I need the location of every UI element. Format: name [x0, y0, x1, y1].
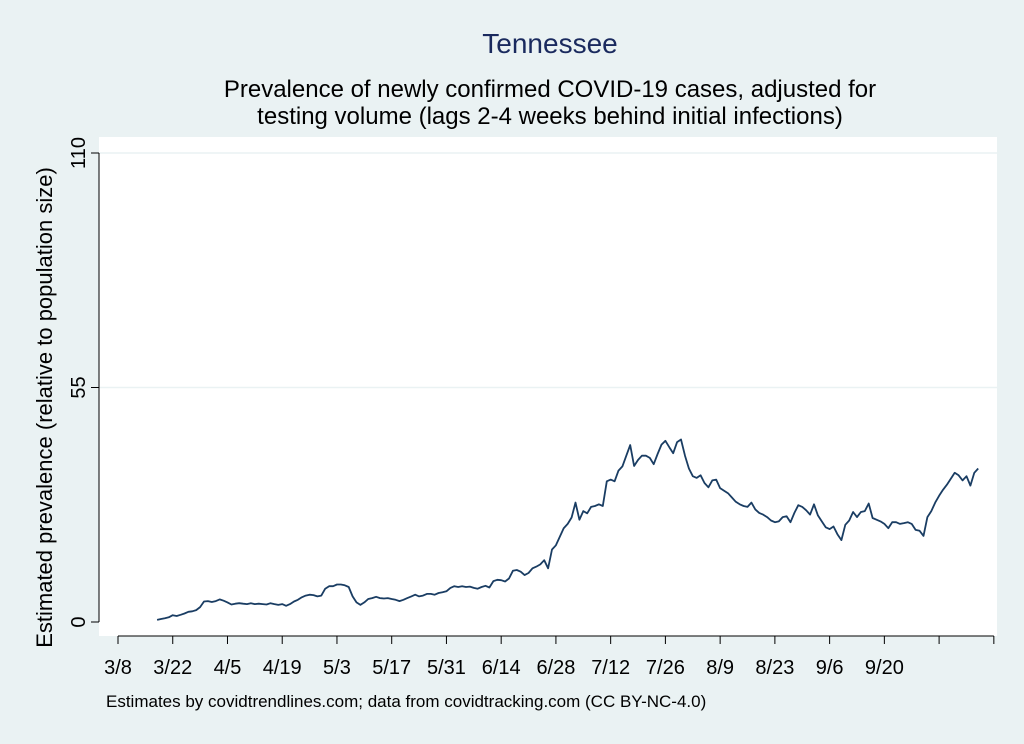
x-tick-label: 6/28 — [536, 657, 575, 679]
x-tick-label: 9/20 — [865, 657, 904, 679]
x-tick-label: 8/23 — [755, 657, 794, 679]
x-tick-label: 7/26 — [646, 657, 685, 679]
x-tick-label: 7/12 — [591, 657, 630, 679]
y-tick-label: 0 — [68, 616, 90, 627]
y-axis: 0 55 110 — [68, 137, 100, 628]
y-axis-label: Estimated prevalence (relative to popula… — [32, 167, 57, 648]
x-tick-label: 5/31 — [427, 657, 466, 679]
x-tick-label: 3/8 — [104, 657, 132, 679]
x-tick-label: 4/5 — [214, 657, 242, 679]
source-footnote: Estimates by covidtrendlines.com; data f… — [106, 692, 707, 711]
y-tick-label: 55 — [68, 376, 90, 398]
x-tick-label: 3/22 — [153, 657, 192, 679]
x-tick-label: 4/19 — [263, 657, 302, 679]
x-tick-label: 5/17 — [372, 657, 411, 679]
x-tick-label: 6/14 — [482, 657, 521, 679]
x-tick-label: 8/9 — [706, 657, 734, 679]
plot-area — [99, 137, 997, 636]
x-tick-label: 5/3 — [323, 657, 351, 679]
x-axis: 3/8 3/22 4/5 4/19 5/3 5/17 5/31 6/14 6/28 7/12 7/2… — [104, 635, 995, 679]
gridlines — [99, 152, 997, 389]
subtitle-line-1: Prevalence of newly confirmed COVID-19 c… — [223, 76, 877, 103]
series-line — [156, 438, 979, 621]
chart-subtitle: Prevalence of newly confirmed COVID-19 c… — [0, 76, 1024, 130]
x-tick-label: 9/6 — [816, 657, 844, 679]
y-tick-label: 110 — [68, 137, 90, 169]
chart-title: Tennessee — [482, 28, 618, 59]
subtitle-line-2: testing volume (lags 2-4 weeks behind in… — [257, 103, 843, 130]
